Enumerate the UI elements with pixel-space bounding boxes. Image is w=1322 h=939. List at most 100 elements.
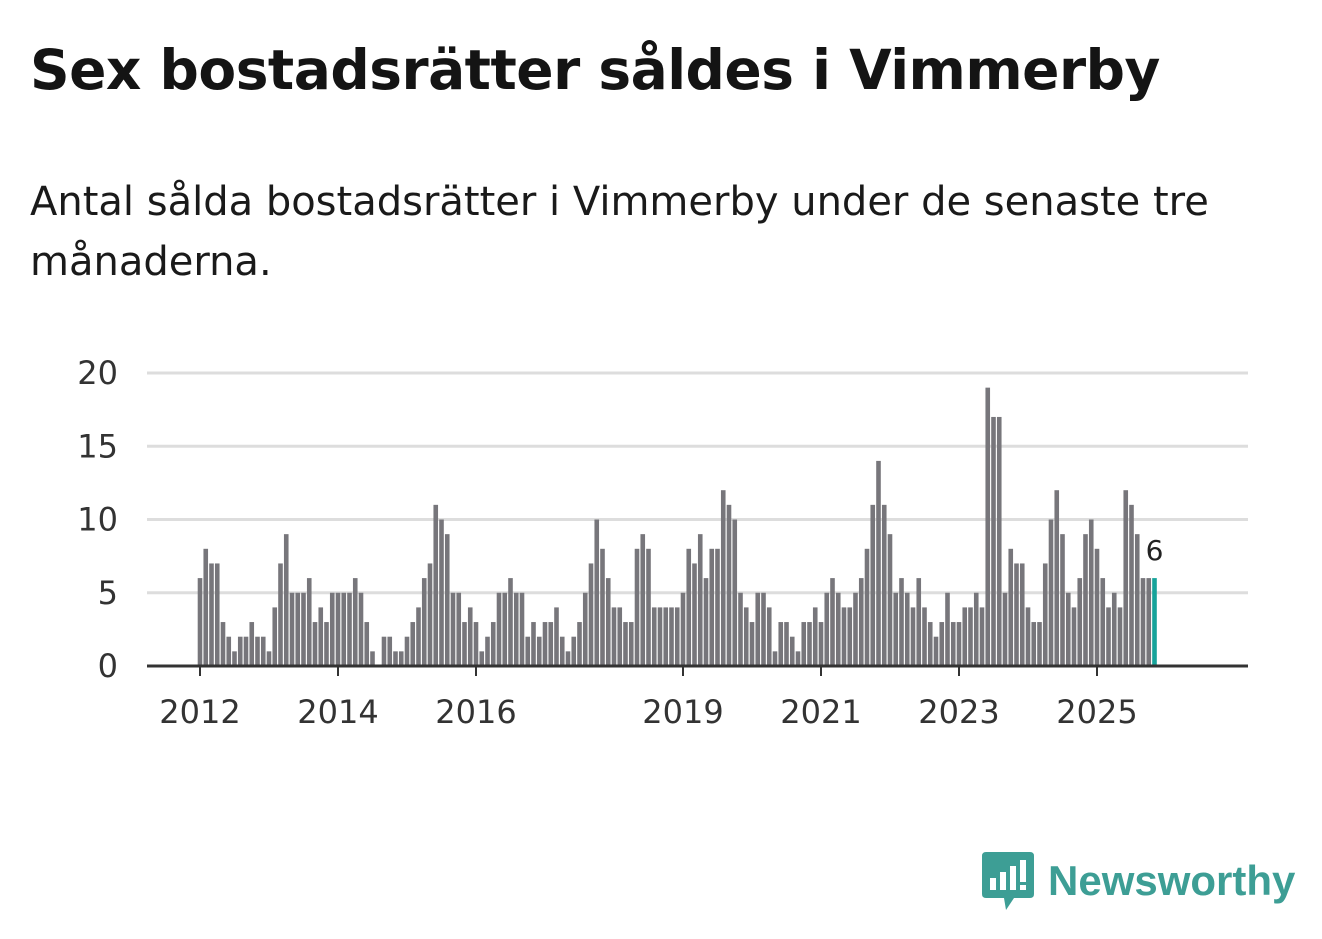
bar <box>853 592 858 666</box>
bar <box>479 651 485 666</box>
bar <box>1100 578 1106 666</box>
bar <box>715 548 720 666</box>
bar <box>795 651 801 666</box>
chart-title: Sex bostadsrätter såldes i Vimmerby <box>30 38 1160 102</box>
chart-subtitle: Antal sålda bostadsrätter i Vimmerby und… <box>30 179 1209 285</box>
bar <box>640 534 646 666</box>
bar <box>1071 607 1077 666</box>
bar <box>697 534 703 666</box>
bar <box>692 563 697 666</box>
bar <box>347 592 352 666</box>
bar <box>358 592 364 666</box>
bar <box>1134 534 1140 666</box>
bar <box>1054 490 1060 666</box>
bar <box>410 622 416 666</box>
bar <box>766 607 772 666</box>
bar <box>427 563 433 666</box>
bar <box>450 592 456 666</box>
bar <box>812 607 818 666</box>
bar <box>301 592 306 666</box>
bar <box>364 622 370 666</box>
bar <box>1083 534 1088 666</box>
bar <box>473 622 479 666</box>
bar <box>749 622 755 666</box>
bar <box>858 578 864 666</box>
bar <box>1025 607 1031 666</box>
bar <box>214 563 220 666</box>
bar <box>318 607 324 666</box>
bar <box>755 592 761 666</box>
bar <box>554 607 559 666</box>
bar <box>531 622 536 666</box>
bar <box>485 636 490 666</box>
x-tick-label: 2019 <box>642 693 723 731</box>
bar <box>864 548 870 666</box>
bar <box>508 578 513 666</box>
bar <box>594 519 600 666</box>
bar <box>272 607 278 666</box>
bar <box>203 548 209 666</box>
x-tick-label: 2025 <box>1056 693 1137 731</box>
bar <box>1042 563 1048 666</box>
bar <box>904 592 910 666</box>
y-tick-label: 10 <box>77 501 118 539</box>
bar <box>295 592 301 666</box>
bar <box>634 548 640 666</box>
bar <box>467 607 473 666</box>
bar <box>1088 519 1094 666</box>
bar <box>945 592 950 666</box>
bar <box>1065 592 1071 666</box>
bar <box>283 534 289 666</box>
bar <box>387 636 393 666</box>
bar <box>237 636 243 666</box>
bar <box>341 592 347 666</box>
bar <box>519 592 525 666</box>
bar <box>1008 548 1014 666</box>
bar <box>916 578 922 666</box>
bar <box>887 534 893 666</box>
x-tick-label: 2021 <box>780 693 861 731</box>
bar <box>536 636 542 666</box>
bar <box>260 636 266 666</box>
bar <box>444 534 450 666</box>
bar <box>456 592 462 666</box>
bar <box>1037 622 1042 666</box>
bar <box>772 651 778 666</box>
bar <box>611 607 617 666</box>
bar <box>617 607 623 666</box>
highlight-value-label: 6 <box>1146 534 1164 567</box>
bar <box>605 578 611 666</box>
bar <box>1077 578 1083 666</box>
bar <box>726 504 732 666</box>
bar <box>352 578 358 666</box>
bar <box>663 607 669 666</box>
bar <box>381 636 387 666</box>
y-tick-label: 0 <box>98 647 118 685</box>
bar <box>686 548 692 666</box>
bar <box>513 592 519 666</box>
bar <box>1111 592 1117 666</box>
bar <box>703 578 709 666</box>
bar <box>927 622 933 666</box>
bar <box>289 592 295 666</box>
y-tick-label: 5 <box>98 574 118 612</box>
bar <box>600 548 605 666</box>
bar <box>209 563 214 666</box>
bar <box>421 578 427 666</box>
bar <box>789 636 795 666</box>
bar <box>278 563 283 666</box>
bar <box>824 592 830 666</box>
bar <box>950 622 956 666</box>
bar <box>1060 534 1065 666</box>
bar <box>657 607 663 666</box>
bar <box>1123 490 1129 666</box>
bar <box>899 578 904 666</box>
bar <box>1117 607 1123 666</box>
bar <box>893 592 899 666</box>
bar <box>743 607 749 666</box>
bar <box>979 607 985 666</box>
bar <box>266 651 272 666</box>
bar <box>249 622 255 666</box>
bar <box>778 622 784 666</box>
bar <box>1106 607 1111 666</box>
